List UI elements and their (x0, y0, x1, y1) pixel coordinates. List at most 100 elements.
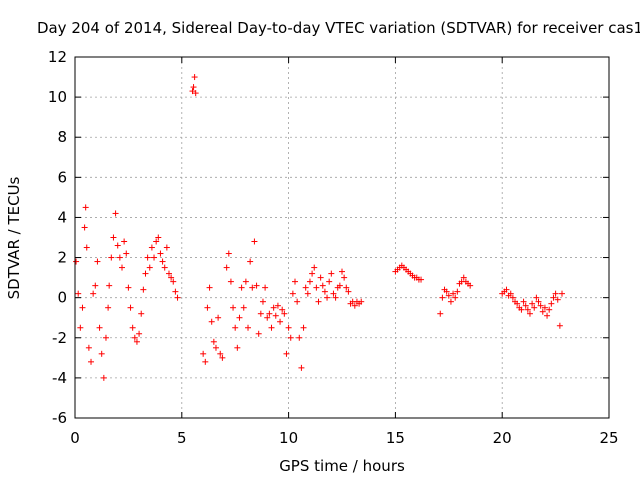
x-tick-label: 20 (493, 429, 512, 447)
data-point (138, 310, 145, 317)
data-point (217, 350, 224, 357)
x-tick-label: 10 (279, 429, 298, 447)
y-axis-label: SDTVAR / TECUs (5, 176, 23, 299)
data-point (341, 274, 348, 281)
data-point (268, 324, 275, 331)
data-point (336, 282, 343, 289)
data-point (292, 278, 299, 285)
x-tick-label: 25 (599, 429, 618, 447)
data-point (535, 298, 542, 305)
plot-frame (74, 56, 610, 419)
data-point (509, 294, 516, 301)
data-point (319, 282, 326, 289)
data-point (298, 364, 305, 371)
data-point (514, 300, 521, 307)
data-point (550, 294, 557, 301)
x-tick-label: 5 (177, 429, 187, 447)
data-point (245, 324, 252, 331)
data-point (88, 358, 95, 365)
data-point (279, 306, 286, 313)
data-point (83, 244, 90, 251)
data-point (168, 274, 175, 281)
data-point (170, 278, 177, 285)
data-point (225, 250, 232, 257)
data-point (529, 300, 536, 307)
data-point (259, 298, 266, 305)
data-point (262, 284, 269, 291)
y-tick-label: -2 (52, 329, 67, 347)
data-point (75, 290, 82, 297)
data-point (559, 290, 566, 297)
data-point (190, 84, 197, 91)
data-point (94, 258, 101, 265)
data-point (206, 284, 213, 291)
data-point (556, 322, 563, 329)
data-point (548, 300, 555, 307)
data-point (82, 204, 89, 211)
data-point (467, 282, 474, 289)
y-tick-label: 2 (57, 249, 67, 267)
data-point (140, 286, 147, 293)
data-point (304, 290, 311, 297)
data-point (200, 350, 207, 357)
data-point (118, 264, 125, 271)
data-point (100, 374, 107, 381)
data-point (92, 282, 99, 289)
data-point (96, 324, 103, 331)
x-axis-label: GPS time / hours (279, 457, 405, 475)
data-point (296, 334, 303, 341)
y-tick-label: 12 (48, 48, 67, 66)
data-point (539, 308, 546, 315)
data-point (148, 244, 155, 251)
data-point (240, 304, 247, 311)
y-tick-label: 6 (57, 168, 67, 186)
data-point (330, 290, 337, 297)
y-tick-labels: -6 -4 -2 0 2 4 6 8 10 12 (48, 48, 67, 427)
data-point (289, 290, 296, 297)
data-point (102, 334, 109, 341)
data-point (215, 314, 222, 321)
data-point (155, 234, 162, 241)
data-point (300, 324, 307, 331)
data-point (302, 284, 309, 291)
data-point (191, 74, 198, 81)
data-point (533, 294, 540, 301)
data-point (345, 288, 352, 295)
y-tick-label: -4 (52, 369, 67, 387)
data-point (163, 244, 170, 251)
data-point (238, 284, 245, 291)
data-point (358, 298, 365, 305)
data-point (257, 310, 264, 317)
y-tick-label: 0 (57, 289, 67, 307)
data-point (531, 304, 538, 311)
data-point (445, 292, 452, 299)
axis-ticks (74, 56, 610, 419)
data-point (210, 338, 217, 345)
data-point (249, 284, 256, 291)
data-point (125, 284, 132, 291)
data-point (189, 88, 196, 95)
data-point (552, 290, 559, 297)
data-point (287, 334, 294, 341)
data-point (105, 304, 112, 311)
data-point (272, 312, 279, 319)
data-point (332, 294, 339, 301)
data-point (79, 304, 86, 311)
data-point (351, 302, 358, 309)
data-point (202, 358, 209, 365)
y-tick-label: 8 (57, 128, 67, 146)
data-point (524, 306, 531, 313)
data-point (311, 264, 318, 271)
data-point (165, 270, 172, 277)
data-point (161, 264, 168, 271)
data-point (321, 288, 328, 295)
data-point (507, 290, 514, 297)
data-point (234, 344, 241, 351)
data-point (73, 258, 80, 265)
data-point (518, 306, 525, 313)
data-point (219, 354, 226, 361)
data-point (212, 344, 219, 351)
data-point (274, 302, 281, 309)
data-point (157, 250, 164, 257)
